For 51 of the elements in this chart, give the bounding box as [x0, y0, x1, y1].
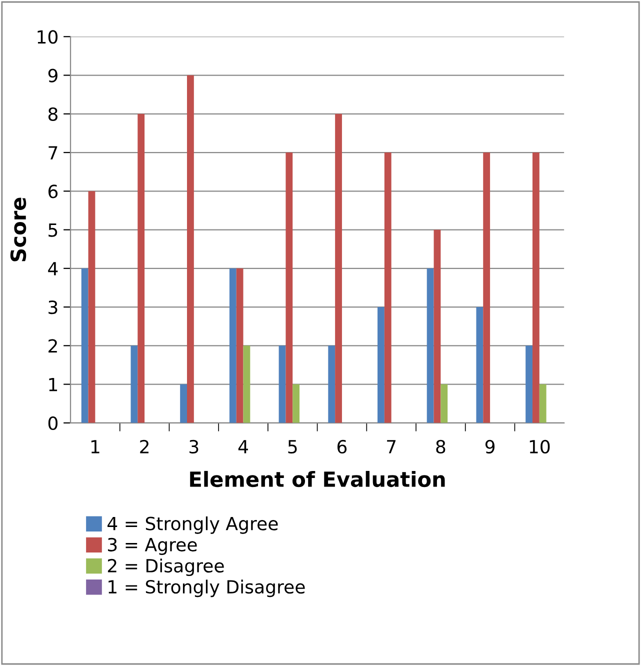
y-tick-label: 1	[49, 378, 58, 392]
y-tick-label: 8	[48, 107, 58, 121]
y-tick-label: 7	[48, 146, 58, 160]
y-tick-label: 9	[48, 68, 58, 82]
y-tick-label: 6	[48, 184, 58, 198]
x-tick-label: 8	[436, 440, 446, 454]
y-tick-label: 4	[48, 262, 58, 276]
y-tick-label: 2	[48, 339, 57, 353]
bar	[539, 384, 546, 423]
y-axis-title: Score	[10, 198, 26, 262]
bar	[243, 346, 250, 423]
y-tick-label: 10	[38, 30, 58, 44]
bar	[532, 152, 540, 423]
bar	[378, 307, 384, 423]
x-tick-label: 6	[337, 440, 347, 454]
x-tick-label: 4	[238, 440, 248, 454]
x-tick-label: 3	[190, 440, 198, 454]
bar	[81, 268, 88, 423]
x-tick-label: 5	[288, 440, 297, 454]
bar	[526, 346, 532, 423]
y-tick-label: 3	[48, 300, 58, 314]
bar	[229, 268, 236, 423]
bar	[426, 268, 434, 423]
x-axis-title: Element of Evaluation	[190, 470, 445, 488]
bar	[236, 268, 244, 423]
bar	[384, 152, 392, 423]
bar	[476, 307, 484, 423]
bar	[88, 191, 96, 423]
y-tick-label: 5	[48, 223, 58, 237]
y-tick-label: 0	[48, 416, 58, 430]
legend-label: 4 = Strongly Agree	[108, 516, 278, 534]
bar	[180, 384, 187, 423]
bar	[335, 114, 342, 423]
bar	[286, 152, 293, 423]
bar	[278, 346, 286, 423]
bar	[186, 75, 194, 423]
x-tick-label: 2	[140, 440, 148, 454]
bar	[483, 152, 490, 423]
bar	[292, 384, 300, 423]
bar	[130, 346, 138, 423]
x-tick-label: 7	[387, 440, 396, 454]
x-tick-label: 9	[485, 440, 495, 454]
bar	[434, 230, 441, 423]
bar	[440, 384, 448, 423]
legend-label: 3 = Agree	[108, 538, 197, 555]
legend-label: 1 = Strongly Disagree	[108, 580, 305, 598]
bar	[138, 114, 145, 423]
x-tick-label: 1	[91, 440, 100, 454]
legend-label: 2 = Disagree	[108, 558, 224, 576]
x-tick-label: 10	[530, 440, 550, 454]
bar	[328, 346, 336, 423]
